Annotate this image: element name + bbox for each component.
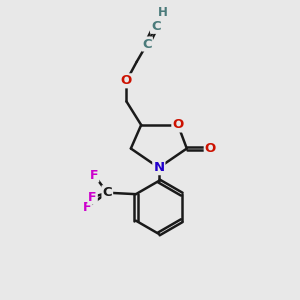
Text: O: O	[205, 142, 216, 155]
Text: H: H	[158, 6, 168, 19]
Text: F: F	[88, 190, 97, 204]
Text: F: F	[90, 169, 98, 182]
Text: O: O	[121, 74, 132, 87]
Text: O: O	[172, 118, 184, 131]
Text: C: C	[151, 20, 161, 33]
Text: C: C	[103, 186, 112, 199]
Text: F: F	[82, 201, 91, 214]
Text: N: N	[153, 161, 164, 174]
Text: C: C	[142, 38, 152, 50]
